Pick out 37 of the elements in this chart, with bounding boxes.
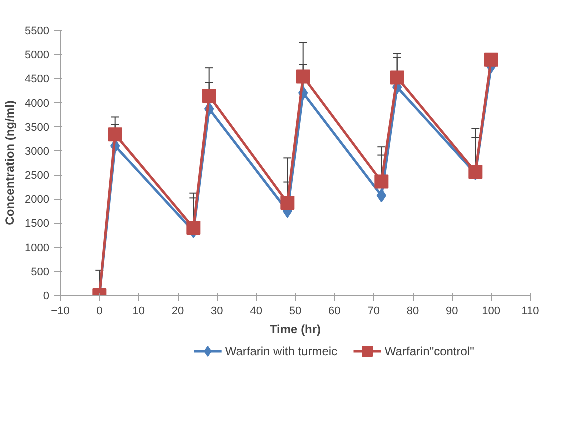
x-tick-label: −10 (51, 306, 70, 318)
x-tick-label: 0 (96, 306, 103, 318)
x-tick-label: 40 (250, 306, 262, 318)
point (374, 174, 389, 189)
x-tick-label: 10 (132, 306, 145, 318)
x-tick-label: 90 (446, 306, 458, 318)
x-tick-label: 50 (289, 306, 302, 318)
y-tick-label: 4000 (25, 98, 50, 110)
x-axis-title: Time (hr) (270, 322, 322, 336)
point (390, 70, 404, 85)
y-tick-label: 2000 (25, 194, 50, 206)
x-tick-label: 80 (406, 306, 420, 318)
y-tick-label: 2500 (25, 170, 50, 182)
point (484, 52, 498, 67)
y-tick-label: 5000 (25, 50, 50, 62)
x-tick-label: 110 (522, 306, 540, 318)
y-tick-label: 4500 (25, 74, 50, 86)
point (468, 165, 483, 180)
point (296, 70, 310, 84)
y-tick-label: 0 (43, 290, 50, 302)
x-tick-label: 30 (211, 306, 224, 318)
y-tick-label: 500 (31, 266, 50, 278)
y-axis-title: Concentration (ng/ml) (3, 100, 18, 226)
y-tick-label: 5500 (25, 26, 50, 38)
x-tick-label: 60 (328, 306, 341, 318)
y-tick-label: 1500 (25, 218, 50, 230)
x-tick-label: 20 (172, 306, 184, 318)
x-tick-label: 70 (368, 306, 380, 318)
point (202, 89, 216, 104)
y-tick-label: 3500 (25, 122, 50, 134)
x-tick-label: 100 (482, 306, 501, 318)
y-tick-label: 3000 (25, 146, 50, 158)
y-tick-label: 1000 (25, 242, 50, 254)
point (108, 128, 122, 142)
legend-label: Warfarin"control" (384, 344, 474, 358)
point (280, 196, 295, 210)
legend-label: Warfarin with turmeic (225, 344, 338, 358)
